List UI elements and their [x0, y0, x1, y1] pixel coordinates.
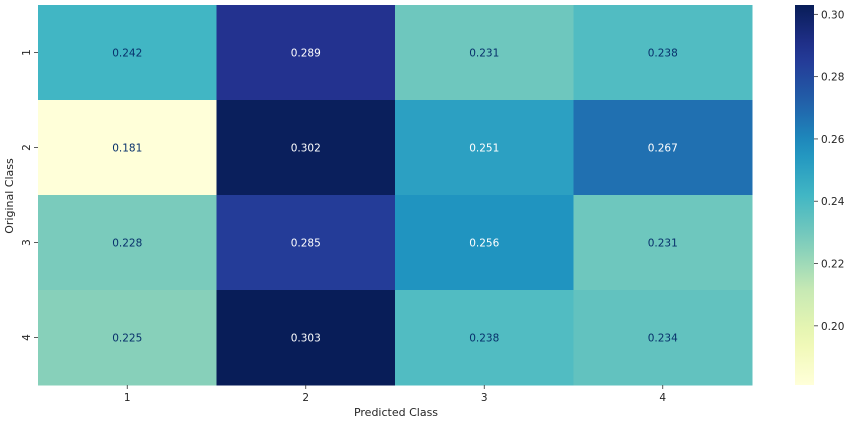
cell-value-label: 0.181: [112, 143, 142, 155]
heatmap-cell: [216, 290, 396, 386]
y-tick-label: 2: [21, 144, 33, 151]
heatmap-cell: [573, 5, 753, 101]
heatmap-cell: [395, 100, 574, 196]
colorbar-tick-label: 0.26: [821, 134, 845, 146]
colorbar-tick-label: 0.20: [821, 321, 844, 333]
x-tick-label: 1: [124, 392, 131, 404]
y-axis-ticks: 1 2 3 4: [21, 49, 38, 341]
cell-value-label: 0.267: [648, 143, 678, 155]
heatmap-cell: [573, 290, 753, 386]
cell-value-label: 0.302: [291, 143, 321, 155]
colorbar-tick-label: 0.30: [821, 9, 844, 21]
heatmap-cell: [395, 290, 574, 386]
cell-value-label: 0.238: [469, 333, 499, 345]
colorbar-tick-label: 0.28: [821, 72, 844, 84]
colorbar-ticks: 0.20 0.22 0.24 0.26 0.28 0.30: [814, 9, 845, 333]
colorbar-tick-label: 0.24: [821, 196, 845, 208]
x-axis-ticks: 1 2 3 4: [124, 385, 666, 404]
heatmap-cell-labels: 0.242 0.289 0.231 0.238 0.181 0.302 0.251 0.267…: [112, 48, 678, 345]
x-tick-label: 4: [659, 392, 666, 404]
cell-value-label: 0.256: [469, 238, 499, 250]
heatmap-cells: [38, 5, 753, 386]
y-tick-label: 3: [21, 239, 33, 246]
heatmap-cell: [216, 195, 396, 291]
cell-value-label: 0.225: [112, 333, 142, 345]
heatmap-cell: [395, 195, 574, 291]
cell-value-label: 0.238: [648, 48, 678, 60]
heatmap-cell: [38, 100, 217, 196]
heatmap-cell: [573, 195, 753, 291]
cell-value-label: 0.234: [648, 333, 678, 345]
y-tick-label: 1: [21, 49, 33, 56]
x-axis-label: Predicted Class: [354, 406, 438, 419]
cell-value-label: 0.285: [291, 238, 321, 250]
heatmap-cell: [38, 290, 217, 386]
x-tick-label: 2: [302, 392, 309, 404]
y-tick-label: 4: [21, 334, 33, 341]
heatmap-cell: [573, 100, 753, 196]
colorbar-tick-label: 0.22: [821, 259, 844, 271]
cell-value-label: 0.251: [469, 143, 499, 155]
cell-value-label: 0.231: [469, 48, 499, 60]
cell-value-label: 0.289: [291, 48, 321, 60]
y-axis-label: Original Class: [3, 158, 16, 234]
x-tick-label: 3: [481, 392, 488, 404]
cell-value-label: 0.231: [648, 238, 678, 250]
heatmap-cell: [216, 5, 396, 101]
cell-value-label: 0.303: [291, 333, 321, 345]
colorbar: [795, 5, 814, 385]
heatmap-cell: [216, 100, 396, 196]
cell-value-label: 0.228: [112, 238, 142, 250]
heatmap-cell: [38, 5, 217, 101]
cell-value-label: 0.242: [112, 48, 142, 60]
heatmap-cell: [38, 195, 217, 291]
heatmap-cell: [395, 5, 574, 101]
